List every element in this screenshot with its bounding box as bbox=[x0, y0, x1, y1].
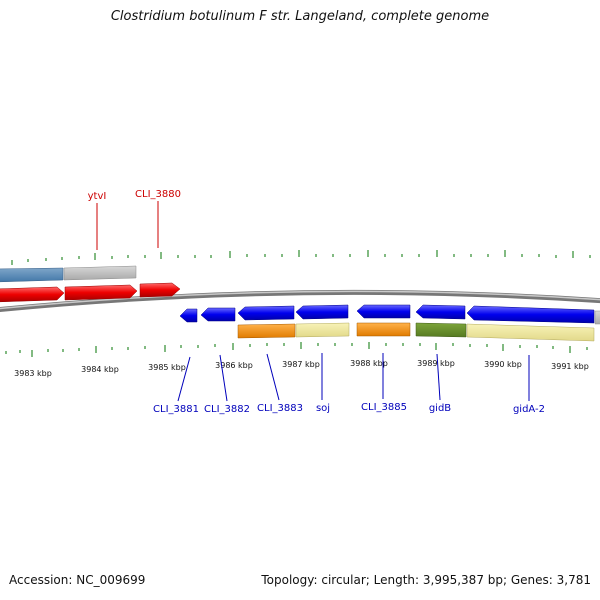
gene-label-CLI_3880[interactable]: CLI_3880 bbox=[135, 189, 181, 200]
gene-arrow-soj[interactable] bbox=[295, 304, 349, 320]
label-leader-line bbox=[436, 353, 441, 401]
gene-arrow-CLI_3882[interactable] bbox=[200, 307, 236, 322]
gene-block-khaki-1[interactable] bbox=[295, 322, 350, 338]
gene-arrow-steelblue[interactable] bbox=[0, 267, 64, 283]
gene-label-ytvI[interactable]: ytvI bbox=[88, 191, 107, 202]
gene-arrow-CLI_3885[interactable] bbox=[356, 304, 411, 319]
genome-summary-text: Topology: circular; Length: 3,995,387 bp… bbox=[261, 573, 591, 587]
gene-arrow-red-2[interactable] bbox=[64, 284, 138, 301]
scale-label: 3983 kbp bbox=[14, 369, 52, 378]
scale-label: 3987 kbp bbox=[282, 360, 320, 369]
map-title: Clostridium botulinum F str. Langeland, … bbox=[110, 9, 490, 24]
gene-block-orange-2[interactable] bbox=[356, 322, 411, 337]
gene-block-khaki-2[interactable] bbox=[466, 323, 595, 342]
genome-backbone-highlight bbox=[0, 290, 600, 310]
gene-label-soj[interactable]: soj bbox=[316, 403, 330, 414]
scale-label: 3988 kbp bbox=[350, 359, 388, 368]
scale-label: 3985 kbp bbox=[148, 363, 186, 372]
bottom-tick-row bbox=[5, 342, 588, 357]
gene-block-olive[interactable] bbox=[415, 322, 467, 338]
gene-arrow-CLI_3883[interactable] bbox=[237, 305, 295, 321]
gene-label-CLI_3882[interactable]: CLI_3882 bbox=[204, 404, 250, 415]
scale-label: 3991 kbp bbox=[551, 362, 589, 371]
accession-text: Accession: NC_009699 bbox=[9, 573, 146, 587]
gene-arrow-gray-edge[interactable] bbox=[594, 310, 600, 325]
label-leader-line bbox=[219, 354, 228, 402]
gene-label-CLI_3881[interactable]: CLI_3881 bbox=[153, 404, 199, 415]
gene-arrow-CLI_3880[interactable] bbox=[139, 282, 181, 298]
scale-label: 3986 kbp bbox=[215, 361, 253, 370]
gene-label-CLI_3885[interactable]: CLI_3885 bbox=[361, 402, 407, 413]
label-leader-line bbox=[177, 356, 191, 402]
gene-arrow-CLI_3881[interactable] bbox=[179, 308, 198, 323]
scale-label: 3990 kbp bbox=[484, 360, 522, 369]
gene-label-CLI_3883[interactable]: CLI_3883 bbox=[257, 403, 303, 414]
gene-block-orange-1[interactable] bbox=[237, 323, 296, 339]
scale-label: 3984 kbp bbox=[81, 365, 119, 374]
gene-arrow-red-1[interactable] bbox=[0, 286, 65, 303]
label-leader-line bbox=[266, 353, 280, 401]
top-tick-row bbox=[11, 250, 591, 265]
gene-label-gidA-2[interactable]: gidA-2 bbox=[513, 404, 545, 415]
gene-arrow-ytvI[interactable] bbox=[63, 265, 137, 281]
gene-label-gidB[interactable]: gidB bbox=[429, 403, 451, 414]
scale-label: 3989 kbp bbox=[417, 359, 455, 368]
gene-arrow-gidB[interactable] bbox=[415, 304, 466, 320]
genome-backbone bbox=[0, 289, 600, 313]
gene-arrow-gidA-2[interactable] bbox=[466, 305, 595, 324]
